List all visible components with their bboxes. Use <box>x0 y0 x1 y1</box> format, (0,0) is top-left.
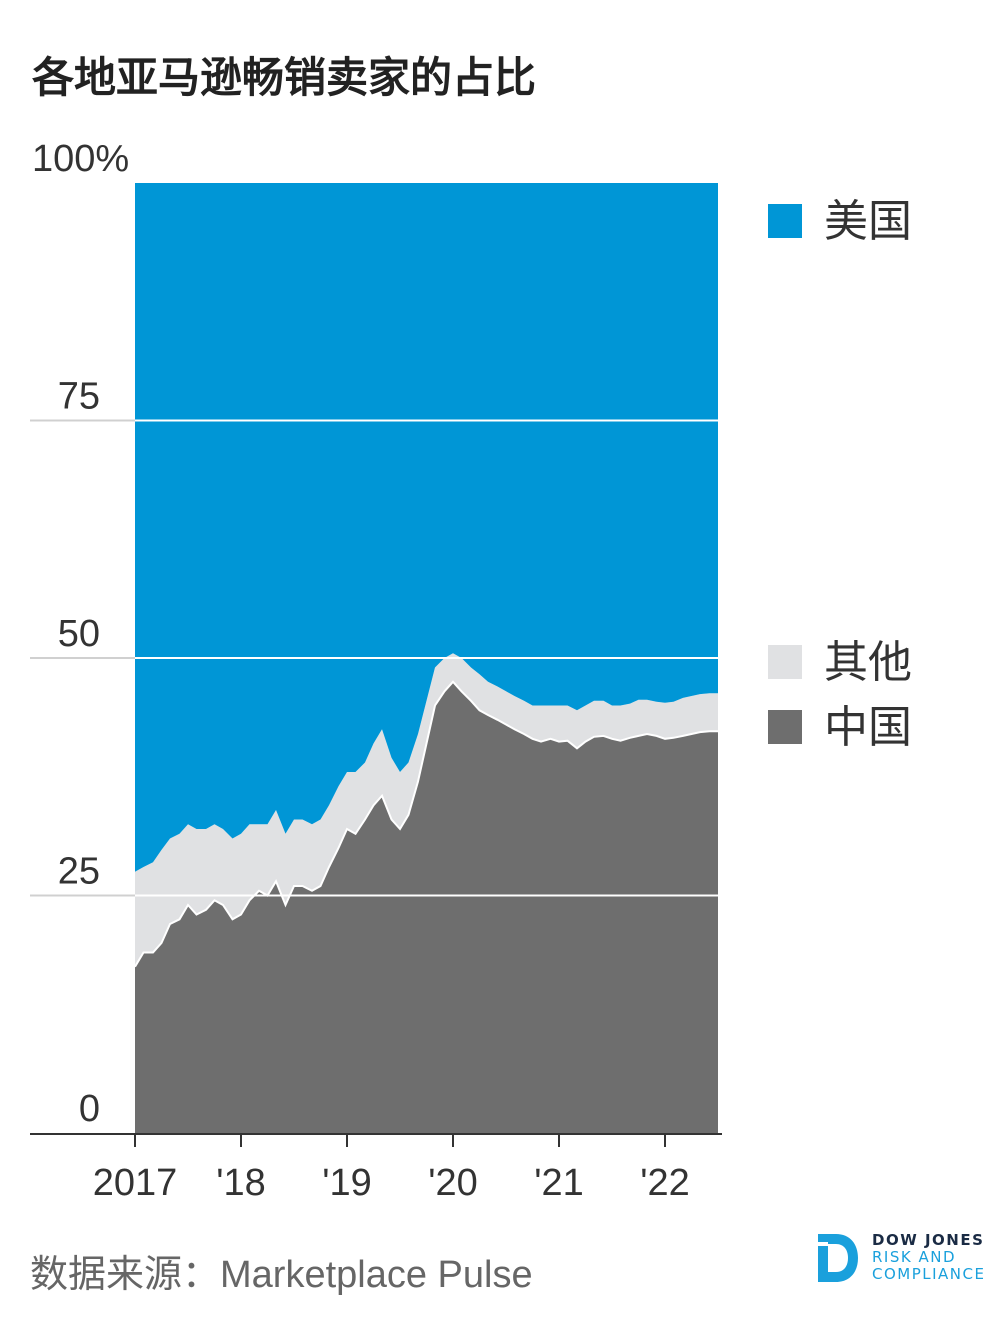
area-other <box>135 653 718 967</box>
y-tick-label-100: 100% <box>32 138 129 180</box>
area-series-group <box>134 183 718 1133</box>
logo-line-1: DOW JONES <box>872 1231 985 1249</box>
chart-title: 各地亚马逊畅销卖家的占比 <box>32 54 537 101</box>
area-china <box>135 681 718 1133</box>
y-tick-label-25: 25 <box>58 851 100 893</box>
series-boundary-line <box>134 680 718 968</box>
x-tick-label-2021: '21 <box>534 1162 584 1204</box>
source-note: 数据来源：Marketplace Pulse <box>30 1254 533 1296</box>
legend-swatch-china <box>768 710 802 744</box>
dow-jones-logo: DOW JONES RISK AND COMPLIANCE <box>816 1232 996 1284</box>
x-tick-label-2020: '20 <box>428 1162 478 1204</box>
legend-item-us: 美国 <box>768 194 998 250</box>
tick-labels: 2017 '18 '19 '20 '21 '22 0 25 50 75 100% <box>32 138 690 1204</box>
x-tick-label-2019: '19 <box>322 1162 372 1204</box>
gridlines <box>30 419 718 897</box>
logo-line-3: COMPLIANCE <box>872 1265 986 1283</box>
legend-label-china: 中国 <box>824 703 912 752</box>
axes <box>30 1133 722 1147</box>
y-tick-label-0: 0 <box>79 1088 100 1130</box>
legend-item-other: 其他 <box>768 635 998 691</box>
logo-text: DOW JONES RISK AND COMPLIANCE <box>872 1232 985 1283</box>
x-tick-label-2018: '18 <box>216 1162 266 1204</box>
y-tick-label-50: 50 <box>58 613 100 655</box>
y-tick-label-75: 75 <box>58 376 100 418</box>
legend-swatch-other <box>768 645 802 679</box>
area-us <box>135 183 718 872</box>
legend-swatch-us <box>768 204 802 238</box>
legend-label-us: 美国 <box>824 197 912 246</box>
legend-label-other: 其他 <box>824 638 912 687</box>
x-tick-label-2017: 2017 <box>93 1162 178 1204</box>
logo-line-2: RISK AND <box>872 1248 957 1266</box>
dow-jones-d-icon <box>818 1234 858 1282</box>
legend-item-china: 中国 <box>768 700 998 756</box>
x-tick-label-2022: '22 <box>640 1162 690 1204</box>
